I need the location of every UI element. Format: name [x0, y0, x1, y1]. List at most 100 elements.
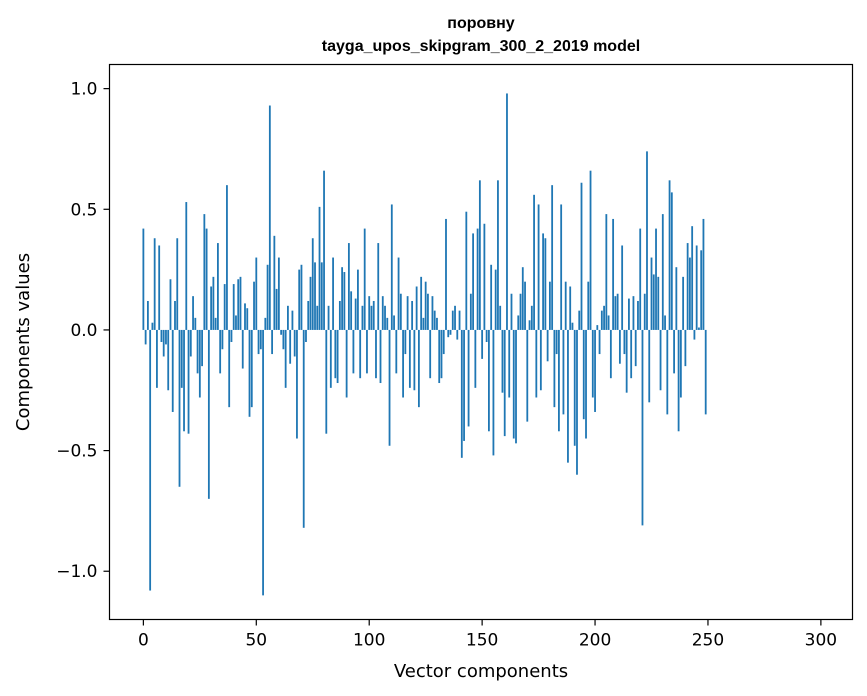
- bar-39: [230, 329, 233, 342]
- bar-29: [207, 329, 210, 499]
- bar-139: [456, 329, 459, 340]
- bar-69: [298, 269, 301, 330]
- bar-174: [535, 329, 538, 398]
- bar-40: [232, 284, 235, 330]
- bar-42: [237, 279, 240, 330]
- bar-46: [246, 308, 249, 330]
- bar-162: [508, 329, 511, 398]
- bar-5: [153, 238, 156, 330]
- bar-19: [185, 202, 188, 330]
- bar-129: [433, 310, 436, 330]
- bar-31: [212, 276, 215, 330]
- bar-248: [702, 218, 705, 330]
- bar-192: [576, 329, 578, 475]
- bar-177: [542, 233, 545, 330]
- bar-245: [695, 245, 698, 330]
- bar-237: [677, 329, 680, 432]
- bar-30: [210, 286, 213, 330]
- bar-112: [395, 329, 398, 374]
- bar-171: [528, 320, 531, 330]
- x-tick-label: 200: [579, 631, 611, 651]
- bar-117: [406, 296, 409, 330]
- bar-188: [567, 329, 569, 463]
- bar-208: [612, 218, 615, 330]
- bar-9: [162, 329, 165, 357]
- bar-170: [526, 329, 529, 422]
- bar-110: [390, 204, 393, 330]
- bar-8: [160, 329, 163, 342]
- bar-35: [221, 329, 224, 350]
- bar-95: [357, 269, 359, 330]
- bar-68: [296, 329, 298, 439]
- x-tick-label: 50: [245, 631, 267, 651]
- bar-164: [512, 329, 515, 439]
- bar-143: [465, 211, 468, 330]
- bar-82: [327, 305, 330, 330]
- bar-214: [625, 329, 628, 393]
- bar-176: [539, 329, 542, 391]
- bar-132: [440, 329, 443, 379]
- bar-131: [438, 329, 441, 384]
- bar-203: [600, 310, 603, 330]
- bar-20: [187, 329, 190, 434]
- bar-206: [607, 315, 610, 330]
- bar-26: [201, 329, 203, 367]
- bar-234: [670, 192, 673, 330]
- bar-141: [460, 329, 463, 458]
- bar-10: [165, 329, 167, 345]
- bar-4: [151, 322, 154, 330]
- bar-53: [262, 329, 264, 596]
- bar-44: [241, 329, 244, 369]
- x-axis-label: Vector components: [394, 661, 568, 682]
- bar-58: [273, 235, 276, 330]
- y-tick-label: 0.0: [70, 321, 97, 341]
- bar-128: [431, 296, 434, 330]
- bar-242: [688, 257, 691, 330]
- bar-247: [700, 250, 703, 330]
- bar-140: [458, 310, 461, 330]
- x-tick-label: 250: [692, 631, 724, 651]
- bar-99: [366, 329, 368, 374]
- bar-220: [639, 228, 642, 330]
- bar-81: [325, 329, 328, 434]
- bar-56: [268, 105, 271, 330]
- bar-118: [408, 329, 411, 388]
- bar-104: [377, 243, 380, 330]
- bar-246: [698, 327, 700, 330]
- bar-165: [515, 329, 517, 444]
- bar-100: [368, 296, 371, 330]
- bar-194: [580, 182, 583, 330]
- bar-97: [361, 305, 364, 330]
- bar-135: [447, 329, 450, 338]
- bar-34: [219, 329, 222, 374]
- bar-114: [399, 293, 402, 330]
- bar-136: [449, 329, 452, 335]
- bar-180: [548, 281, 551, 330]
- bar-70: [300, 264, 303, 330]
- bar-181: [551, 185, 554, 330]
- bar-22: [192, 296, 194, 330]
- bar-28: [205, 228, 208, 330]
- bar-47: [248, 329, 251, 417]
- bar-120: [413, 329, 416, 391]
- bar-243: [691, 226, 694, 330]
- bar-227: [655, 228, 657, 330]
- bar-151: [483, 223, 486, 330]
- bar-3: [149, 329, 152, 591]
- bar-179: [546, 329, 549, 362]
- bar-178: [544, 238, 547, 330]
- y-tick-label: 1.0: [70, 80, 97, 100]
- chart-title-line-2: tayga_upos_skipgram_300_2_2019 model: [322, 38, 640, 55]
- bar-63: [284, 329, 287, 388]
- bar-67: [293, 329, 296, 357]
- bar-215: [628, 298, 630, 330]
- bar-145: [469, 293, 472, 330]
- bar-236: [675, 267, 678, 330]
- bar-41: [235, 315, 237, 330]
- bar-24: [196, 329, 199, 374]
- bar-0: [142, 228, 145, 330]
- bar-232: [666, 329, 669, 415]
- bar-197: [587, 281, 590, 330]
